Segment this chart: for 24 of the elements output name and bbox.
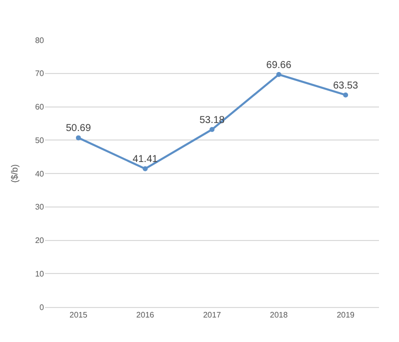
point — [276, 72, 282, 78]
y-tick-label: 20 — [35, 236, 45, 246]
x-tick-label: 2016 — [136, 310, 155, 320]
y-tick-label: 80 — [35, 36, 45, 45]
point — [210, 127, 214, 132]
x-tick-label: 2018 — [270, 310, 288, 320]
point — [142, 166, 148, 172]
x-tick-label: 2019 — [336, 310, 356, 320]
data-label: 69.66 — [266, 60, 292, 71]
y-tick-label: 40 — [35, 169, 45, 178]
y-tick-label: 50 — [35, 136, 45, 145]
y-tick-label: 0 — [40, 302, 45, 312]
y-tick-label: 10 — [35, 269, 45, 278]
x-tick-label: 2015 — [70, 310, 88, 320]
data-label: 63.53 — [333, 80, 359, 92]
point — [343, 92, 348, 98]
point — [76, 135, 81, 140]
y-tick-label: 60 — [35, 102, 45, 112]
y-axis-title: ($/b) — [9, 164, 20, 183]
y-tick-label: 70 — [35, 69, 45, 78]
y-tick-label: 30 — [35, 202, 45, 212]
x-tick-label: 2017 — [203, 310, 222, 320]
data-label: 41.41 — [132, 154, 158, 166]
data-label: 50.69 — [66, 123, 92, 134]
